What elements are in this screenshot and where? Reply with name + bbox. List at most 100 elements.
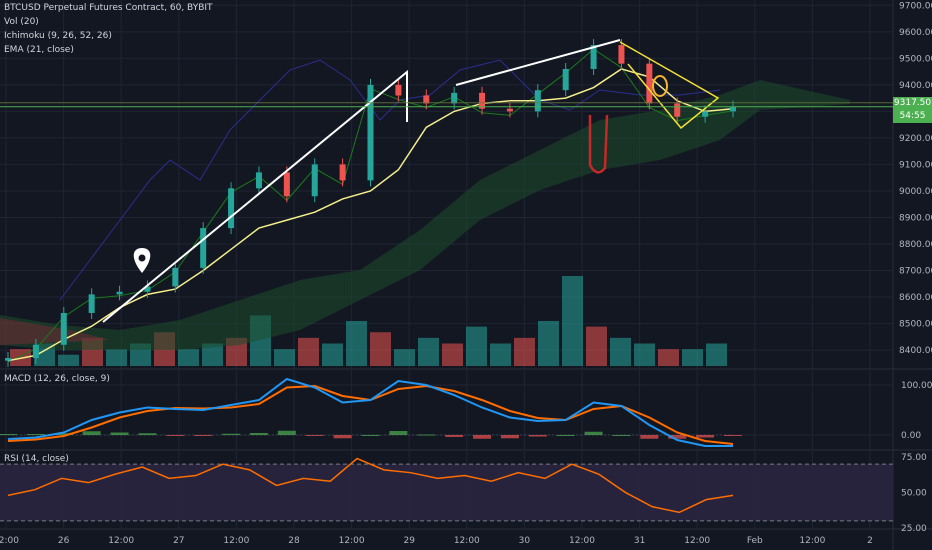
candle-body bbox=[423, 95, 430, 104]
candle-body bbox=[88, 294, 95, 313]
x-tick-label: Feb bbox=[747, 536, 763, 546]
macd-histogram-bar bbox=[612, 435, 631, 436]
volume-bar bbox=[586, 326, 607, 366]
y-tick-label: 9700.00 bbox=[899, 1, 932, 11]
candle-body bbox=[730, 106, 736, 112]
macd-histogram-bar bbox=[724, 435, 742, 436]
y-tick-label: 9100.00 bbox=[899, 160, 932, 170]
macd-histogram-bar bbox=[26, 434, 45, 435]
volume-bar bbox=[106, 349, 127, 366]
candle-body bbox=[32, 344, 39, 359]
rsi-legend: RSI (14, close) bbox=[4, 454, 69, 464]
vol-legend: Vol (20) bbox=[4, 17, 39, 27]
candle-body bbox=[646, 63, 653, 104]
volume-bar bbox=[346, 321, 367, 366]
y-tick-label: 8600.00 bbox=[899, 293, 932, 303]
candle-body bbox=[562, 68, 569, 91]
macd-histogram-bar bbox=[305, 435, 324, 436]
candle-body bbox=[283, 172, 290, 197]
y-tick-label: 8700.00 bbox=[899, 267, 932, 277]
macd-histogram-bar bbox=[389, 431, 408, 435]
candle-body bbox=[200, 228, 207, 268]
symbol-title: BTCUSD Perpetual Futures Contract, 60, B… bbox=[4, 3, 213, 13]
macd-histogram-bar bbox=[333, 435, 352, 439]
x-tick-label: 31 bbox=[634, 536, 645, 546]
highlight-ellipse bbox=[652, 75, 668, 97]
x-tick-label: 12:00 bbox=[799, 536, 825, 546]
x-tick-label: 2 bbox=[867, 536, 873, 546]
candle-body bbox=[674, 103, 681, 117]
lagging-span bbox=[59, 59, 721, 301]
map-pin-hole bbox=[138, 254, 146, 262]
volume-bar bbox=[538, 321, 559, 366]
macd-histogram-bar bbox=[361, 435, 380, 436]
candle-body bbox=[618, 45, 625, 64]
x-tick-label: 12:00 bbox=[569, 536, 595, 546]
y-tick-label: 9400.00 bbox=[899, 81, 932, 91]
volume-bar bbox=[322, 343, 343, 366]
x-tick-label: 12:00 bbox=[223, 536, 249, 546]
candle-body bbox=[339, 164, 346, 181]
candle-body bbox=[590, 45, 597, 69]
volume-bar bbox=[706, 343, 727, 366]
trendline-top bbox=[455, 39, 621, 86]
macd-histogram-bar bbox=[249, 433, 268, 435]
candle-body bbox=[60, 312, 67, 345]
candle-body bbox=[479, 92, 486, 109]
x-tick-label: 28 bbox=[288, 536, 300, 546]
macd-histogram-bar bbox=[417, 434, 436, 436]
rsi-band bbox=[0, 464, 893, 521]
x-tick-label: 12:00 bbox=[684, 536, 710, 546]
x-tick-label: 12:00 bbox=[454, 536, 480, 546]
y-tick-label: 9000.00 bbox=[899, 187, 932, 197]
y-tick-label: 9600.00 bbox=[899, 28, 932, 38]
volume-bar bbox=[394, 349, 415, 366]
volume-bar bbox=[178, 349, 199, 366]
candle-body bbox=[228, 188, 235, 229]
volume-bar bbox=[658, 349, 679, 366]
x-tick-label: 26 bbox=[58, 536, 70, 546]
candle-body bbox=[506, 108, 513, 112]
y-tick-label: 8800.00 bbox=[899, 240, 932, 250]
y-tick-label: 8400.00 bbox=[899, 346, 932, 356]
volume-bar bbox=[514, 337, 535, 366]
volume-bar bbox=[682, 349, 703, 366]
volume-bar bbox=[58, 354, 79, 366]
macd-histogram-bar bbox=[277, 430, 296, 435]
rsi-tick-label: 25.00 bbox=[901, 524, 927, 534]
volume-bar bbox=[298, 337, 319, 366]
macd-histogram-bar bbox=[528, 435, 547, 437]
volume-bar bbox=[202, 343, 223, 366]
rsi-tick-label: 50.00 bbox=[901, 489, 927, 499]
y-tick-label: 8900.00 bbox=[899, 213, 932, 223]
macd-histogram-bar bbox=[82, 431, 101, 435]
macd-histogram-bar bbox=[696, 435, 715, 438]
macd-histogram-bar bbox=[556, 435, 575, 436]
candle-body bbox=[702, 111, 709, 117]
rsi-line bbox=[7, 457, 734, 514]
volume-bar bbox=[610, 337, 631, 366]
macd-histogram-bar bbox=[668, 435, 687, 439]
x-tick-label: 29 bbox=[403, 536, 415, 546]
candle-body bbox=[144, 286, 151, 292]
candle-body bbox=[395, 84, 402, 96]
macd-legend: MACD (12, 26, close, 9) bbox=[4, 374, 110, 384]
volume-bar bbox=[634, 343, 655, 366]
macd-histogram-bar bbox=[584, 431, 603, 435]
candle-body bbox=[5, 358, 11, 361]
cup-annotation bbox=[588, 114, 609, 174]
macd-histogram-bar bbox=[110, 432, 129, 435]
last-price-label: 9317.50 bbox=[893, 98, 932, 108]
macd-histogram-bar bbox=[445, 435, 464, 437]
macd-histogram-bar bbox=[222, 433, 241, 435]
macd-line bbox=[7, 377, 733, 447]
volume-bar bbox=[466, 326, 487, 366]
macd-tick-label: 0.00 bbox=[901, 431, 921, 441]
y-tick-label: 8500.00 bbox=[899, 320, 932, 330]
macd-tick-label: 100.00 bbox=[901, 381, 932, 391]
x-tick-label: 30 bbox=[519, 536, 531, 546]
candle-body bbox=[116, 291, 123, 295]
ichimoku-cloud bbox=[0, 80, 850, 350]
